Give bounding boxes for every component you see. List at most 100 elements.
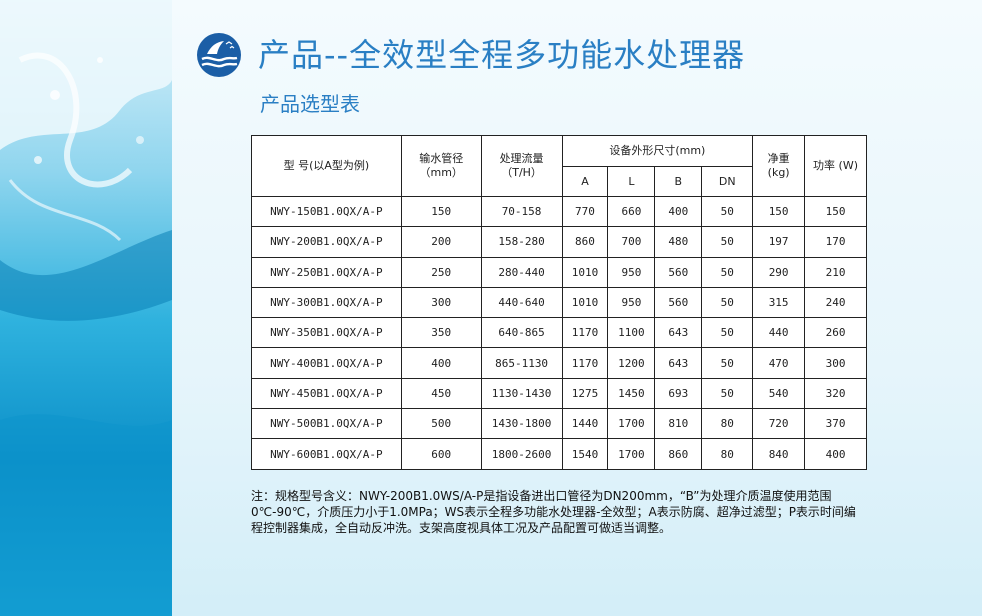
cell-weight: 840 <box>752 438 806 470</box>
cell-a: 1010 <box>561 286 609 319</box>
cell-flow: 440-640 <box>480 286 563 319</box>
cell-dn: 50 <box>701 317 754 349</box>
cell-l: 700 <box>607 226 656 258</box>
cell-l: 950 <box>607 286 656 319</box>
cell-a: 1540 <box>561 438 609 470</box>
cell-weight: 440 <box>752 317 806 349</box>
page-subtitle: 产品选型表 <box>260 92 360 116</box>
cell-flow: 70-158 <box>480 195 563 228</box>
cell-a: 1170 <box>561 347 609 379</box>
cell-model: NWY-500B1.0QX/A-P <box>251 408 402 440</box>
cell-a: 770 <box>561 195 609 228</box>
cell-weight: 540 <box>752 377 806 410</box>
cell-flow: 1430-1800 <box>480 408 563 440</box>
cell-pipe: 500 <box>400 408 482 440</box>
cell-power: 260 <box>804 317 867 349</box>
cell-pipe: 350 <box>400 317 482 349</box>
cell-l: 1700 <box>607 408 656 440</box>
cell-b: 810 <box>654 408 703 440</box>
cell-a: 1010 <box>561 256 609 288</box>
cell-b: 560 <box>654 256 703 288</box>
cell-model: NWY-300B1.0QX/A-P <box>251 286 402 319</box>
table-row: NWY-450B1.0QX/A-P 450 1130-1430 1275 1450 693… <box>251 377 867 410</box>
cell-flow: 640-865 <box>480 317 563 349</box>
cell-l: 1200 <box>607 347 656 379</box>
cell-pipe: 150 <box>400 195 482 228</box>
cell-model: NWY-350B1.0QX/A-P <box>251 317 402 349</box>
header-dim-a: A <box>561 166 609 197</box>
cell-pipe: 450 <box>400 377 482 410</box>
cell-dn: 50 <box>701 286 754 319</box>
table-row: NWY-400B1.0QX/A-P 400 865-1130 1170 1200 643 5… <box>251 347 867 379</box>
cell-model: NWY-400B1.0QX/A-P <box>251 347 402 379</box>
cell-model: NWY-600B1.0QX/A-P <box>251 438 402 470</box>
water-splash-image <box>0 0 172 616</box>
cell-dn: 50 <box>701 195 754 228</box>
cell-dn: 50 <box>701 347 754 379</box>
cell-power: 210 <box>804 256 867 288</box>
cell-weight: 470 <box>752 347 806 379</box>
table-row: NWY-350B1.0QX/A-P 350 640-865 1170 1100 643 50… <box>251 317 867 349</box>
cell-weight: 290 <box>752 256 806 288</box>
cell-b: 643 <box>654 347 703 379</box>
header-flow: 处理流量 （T/H） <box>480 135 563 197</box>
cell-pipe: 200 <box>400 226 482 258</box>
cell-dn: 50 <box>701 256 754 288</box>
product-selection-table: 型 号(以A型为例) 输水管径 （mm） 处理流量 （T/H） 设备外形尺寸(mm)… <box>251 135 867 470</box>
cell-flow: 280-440 <box>480 256 563 288</box>
cell-dn: 80 <box>701 438 754 470</box>
cell-l: 1450 <box>607 377 656 410</box>
cell-weight: 315 <box>752 286 806 319</box>
cell-power: 370 <box>804 408 867 440</box>
cell-b: 480 <box>654 226 703 258</box>
cell-model: NWY-250B1.0QX/A-P <box>251 256 402 288</box>
header-dim-dn: DN <box>701 166 754 197</box>
cell-b: 643 <box>654 317 703 349</box>
cell-a: 1170 <box>561 317 609 349</box>
cell-power: 320 <box>804 377 867 410</box>
header-model: 型 号(以A型为例) <box>251 135 402 197</box>
company-logo-icon <box>197 33 241 77</box>
cell-l: 1100 <box>607 317 656 349</box>
cell-flow: 158-280 <box>480 226 563 258</box>
spec-note: 注：规格型号含义：NWY-200B1.0WS/A-P是指设备进出口管径为DN20… <box>251 489 856 535</box>
header-power: 功率 (W) <box>804 135 867 197</box>
cell-flow: 865-1130 <box>480 347 563 379</box>
cell-model: NWY-450B1.0QX/A-P <box>251 377 402 410</box>
header-weight: 净重 (kg) <box>752 135 806 197</box>
cell-l: 1700 <box>607 438 656 470</box>
table-row: NWY-300B1.0QX/A-P 300 440-640 1010 950 560 50 3… <box>251 286 867 319</box>
water-splash-graphic <box>0 0 172 616</box>
header-dim-b: B <box>654 166 703 197</box>
cell-power: 300 <box>804 347 867 379</box>
cell-a: 1275 <box>561 377 609 410</box>
header-pipe-diameter: 输水管径 （mm） <box>400 135 482 197</box>
cell-weight: 197 <box>752 226 806 258</box>
cell-model: NWY-200B1.0QX/A-P <box>251 226 402 258</box>
cell-power: 150 <box>804 195 867 228</box>
cell-l: 660 <box>607 195 656 228</box>
cell-pipe: 300 <box>400 286 482 319</box>
cell-dn: 50 <box>701 226 754 258</box>
cell-b: 560 <box>654 286 703 319</box>
cell-b: 693 <box>654 377 703 410</box>
table-row: NWY-200B1.0QX/A-P 200 158-280 860 700 480 50 19… <box>251 226 867 258</box>
header-dimensions: 设备外形尺寸(mm) <box>561 135 754 167</box>
cell-pipe: 600 <box>400 438 482 470</box>
cell-l: 950 <box>607 256 656 288</box>
cell-weight: 150 <box>752 195 806 228</box>
cell-flow: 1130-1430 <box>480 377 563 410</box>
cell-model: NWY-150B1.0QX/A-P <box>251 195 402 228</box>
table-row: NWY-250B1.0QX/A-P 250 280-440 1010 950 560 50 2… <box>251 256 867 288</box>
cell-a: 1440 <box>561 408 609 440</box>
table-row: NWY-600B1.0QX/A-P 600 1800-2600 1540 1700 860… <box>251 438 867 470</box>
cell-power: 240 <box>804 286 867 319</box>
page-title: 产品--全效型全程多功能水处理器 <box>258 36 746 74</box>
cell-flow: 1800-2600 <box>480 438 563 470</box>
cell-dn: 50 <box>701 377 754 410</box>
cell-pipe: 400 <box>400 347 482 379</box>
table-row: NWY-150B1.0QX/A-P 150 70-158 770 660 400 50 150… <box>251 195 867 228</box>
cell-dn: 80 <box>701 408 754 440</box>
cell-pipe: 250 <box>400 256 482 288</box>
cell-b: 400 <box>654 195 703 228</box>
